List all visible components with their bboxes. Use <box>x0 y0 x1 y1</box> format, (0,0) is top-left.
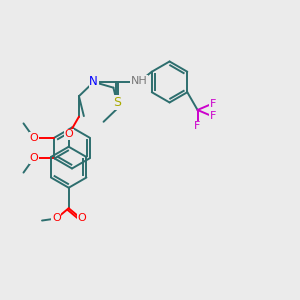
Text: O: O <box>29 153 38 163</box>
Text: O: O <box>78 214 86 224</box>
Text: NH: NH <box>130 76 147 86</box>
Text: O: O <box>52 214 61 224</box>
Text: F: F <box>210 111 216 121</box>
Text: S: S <box>113 96 121 109</box>
Text: N: N <box>89 76 98 88</box>
Text: F: F <box>194 122 201 131</box>
Text: O: O <box>64 129 73 140</box>
Text: O: O <box>29 133 38 143</box>
Text: F: F <box>210 99 216 109</box>
